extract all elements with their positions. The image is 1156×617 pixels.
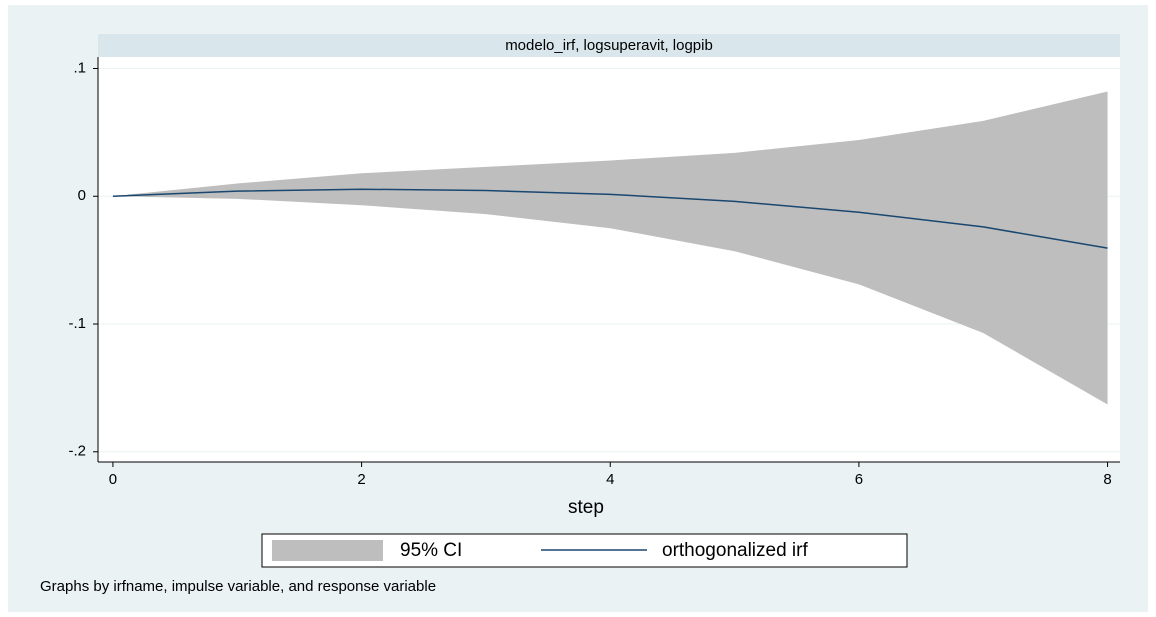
panel-title: modelo_irf, logsuperavit, logpib <box>505 37 713 54</box>
y-tick-label: .1 <box>73 59 86 76</box>
x-axis-label: step <box>568 497 604 518</box>
irf-line <box>112 188 1108 249</box>
y-tick-label: 0 <box>78 187 86 204</box>
legend-label: 95% CI <box>400 540 462 561</box>
x-tick-label: 8 <box>1103 471 1111 488</box>
x-tick-label: 4 <box>606 471 614 488</box>
legend-swatch <box>272 540 383 561</box>
x-tick-label: 2 <box>357 471 365 488</box>
x-tick-label: 6 <box>855 471 863 488</box>
x-tick-label: 0 <box>109 471 117 488</box>
ci-band <box>112 91 1108 405</box>
y-tick-label: -.1 <box>68 315 86 332</box>
note: Graphs by irfname, impulse variable, and… <box>40 578 436 595</box>
legend-label: orthogonalized irf <box>662 540 808 561</box>
panel-header <box>98 34 1120 57</box>
y-tick-label: -.2 <box>68 443 86 460</box>
